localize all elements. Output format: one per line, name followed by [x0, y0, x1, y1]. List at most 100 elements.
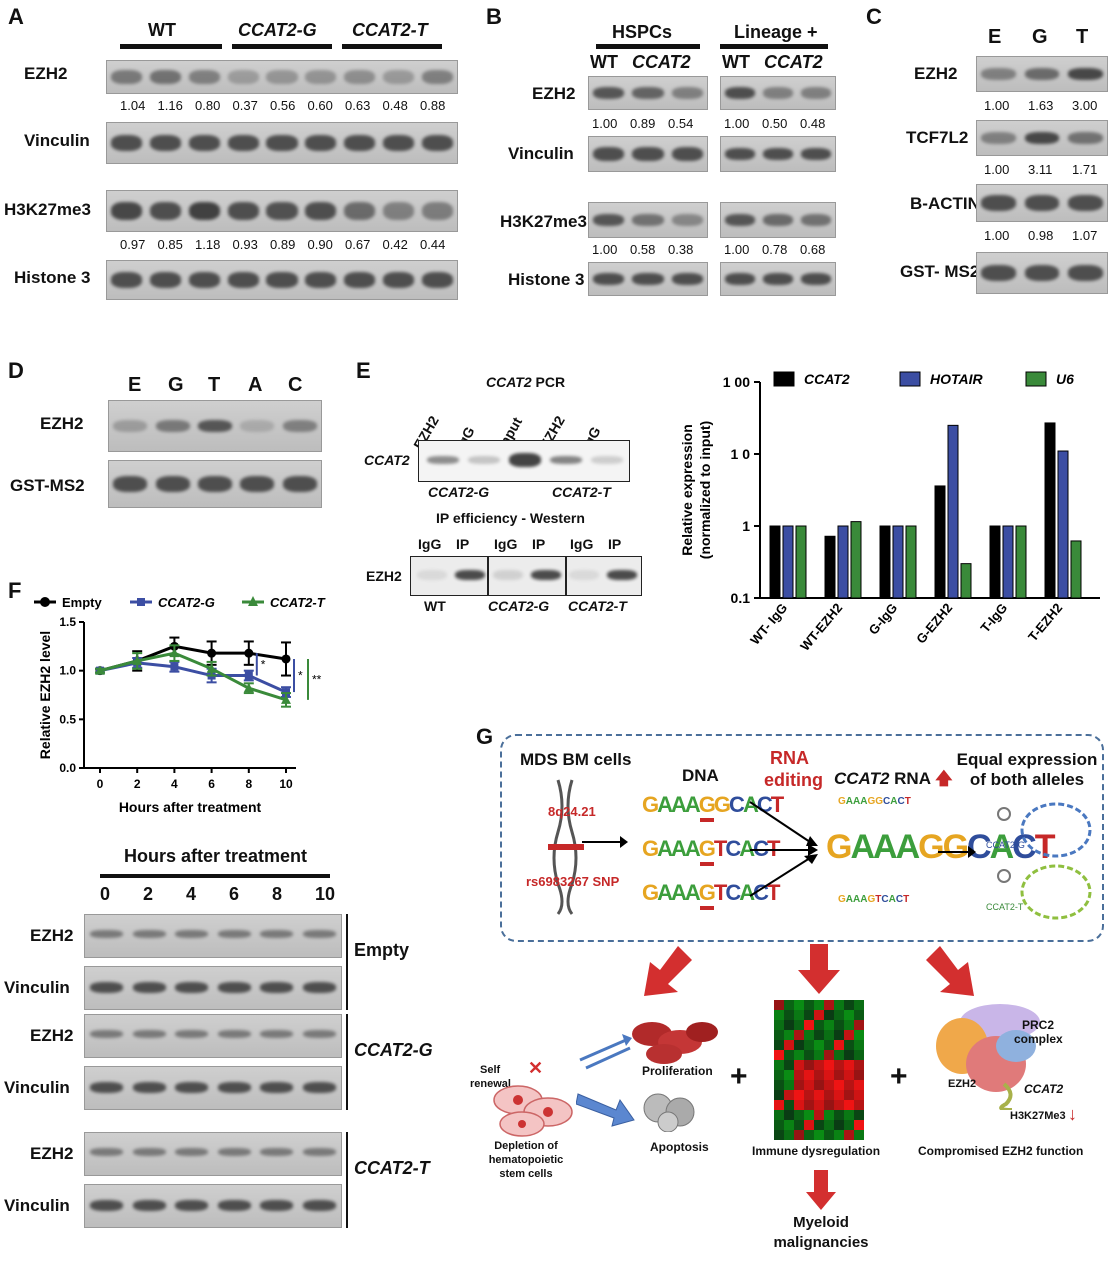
quant-value: 0.89 [630, 116, 656, 131]
series-line-0 [99, 644, 287, 673]
lane-label: T [1076, 26, 1089, 48]
blot-band [724, 87, 756, 99]
blot-band [671, 147, 704, 161]
panel-a-group-wt: WT [148, 20, 176, 40]
bar-hotair [892, 525, 904, 599]
quant-value: 1.04 [120, 98, 146, 113]
blot-band [132, 1030, 166, 1038]
blot-vinculin [106, 122, 458, 164]
base-letter: A [860, 894, 868, 905]
timecourse-blot [84, 1014, 342, 1058]
rna-logo-main-seq: GAAAGGCACT [826, 828, 1055, 866]
blot-band [110, 272, 142, 288]
x-axis-label: Hours after treatment [119, 799, 262, 814]
blot-h3k-lin [720, 202, 836, 238]
bar-u6 [795, 525, 807, 599]
blot-band [132, 1148, 166, 1156]
panel-f-label: F [8, 578, 22, 603]
heatmap-cell [784, 1020, 794, 1030]
arrow-icon [938, 846, 976, 858]
blot-band [113, 476, 148, 492]
quant-value: 1.00 [984, 162, 1010, 177]
hour-label: 6 [229, 884, 240, 904]
heatmap-cell [784, 1110, 794, 1120]
blot-band [90, 1030, 123, 1038]
allele-g-label: CCAT2-G [986, 840, 1025, 850]
heatmap-cell [844, 1020, 854, 1030]
blot-band [762, 87, 794, 99]
quant-value: 1.00 [984, 98, 1010, 113]
base-letter: A [657, 880, 673, 905]
quant-value: 0.97 [120, 237, 146, 252]
quant-value: 0.93 [232, 237, 258, 252]
downstream-arrows [644, 944, 974, 996]
base-letter: G [875, 796, 884, 807]
blot-band [383, 202, 415, 220]
blot-band [198, 476, 232, 492]
blot-band [155, 476, 190, 492]
ip-band [493, 570, 523, 580]
y-axis-label: Relative expression [679, 424, 695, 556]
heatmap-cell [774, 1110, 784, 1120]
base-letter: A [888, 894, 896, 905]
base-letter: A [853, 796, 861, 807]
bar-ccat2 [824, 535, 836, 599]
proliferation-cells-icon [632, 1022, 718, 1064]
heatmap-cell [784, 1090, 794, 1100]
heatmap-cell [834, 1120, 844, 1130]
blot-band [671, 273, 704, 285]
heatmap-cell [774, 1020, 784, 1030]
panel-g-label: G [476, 724, 494, 749]
row-label-vinculin: Vinculin [24, 131, 90, 150]
snp-marker [700, 818, 714, 822]
blot-histone3 [106, 260, 458, 300]
apoptosis-cells-icon [643, 1093, 695, 1132]
blot-band [632, 214, 664, 226]
group-label: Empty [354, 940, 410, 960]
heatmap-cell [824, 1130, 834, 1140]
row-label-h3k27me3: H3K27me3 [4, 200, 91, 219]
heatmap-cell [814, 1080, 824, 1090]
heatmap-cell [794, 1130, 804, 1140]
blot-band [344, 202, 376, 220]
quant-value: 3.11 [1028, 162, 1053, 177]
legend-marker [248, 596, 258, 606]
x-tick-label: T-EZH2 [1025, 600, 1065, 644]
base-letter: C [725, 880, 741, 905]
base-letter: G [867, 894, 876, 905]
blot-ezh2 [106, 60, 458, 94]
lane-divider [565, 557, 567, 595]
bar-hotair [782, 525, 794, 599]
heatmap-cell [794, 1050, 804, 1060]
blot-histone3-hspc [588, 262, 708, 296]
y-tick-label: 1 [742, 518, 750, 534]
legend-label: HOTAIR [930, 371, 984, 387]
blot-band [260, 982, 294, 993]
immune-label: Immune dysregulation [752, 1144, 881, 1158]
blot-band [671, 214, 704, 226]
blot-band [800, 148, 832, 160]
timecourse-blot [84, 966, 342, 1010]
prc2-complex-icon [936, 1004, 1040, 1110]
blot-band [344, 272, 376, 288]
heatmap-cell [774, 1010, 784, 1020]
quant-value: 0.63 [345, 98, 371, 113]
row-label-h3k27me3: H3K27me3 [500, 212, 587, 231]
blot-band [422, 272, 454, 288]
blot-band [188, 272, 220, 288]
ip-lane: IP [532, 536, 546, 552]
quant-value: 1.00 [984, 228, 1010, 243]
row-label-gst-ms2: GST- MS2 [900, 262, 980, 281]
heatmap-cell [844, 1070, 854, 1080]
ezh2-label: EZH2 [948, 1078, 977, 1090]
base-letter: T [713, 880, 728, 905]
pcr-band [468, 456, 500, 464]
bar-ccat2 [934, 485, 946, 599]
blot-band [800, 87, 832, 99]
group-label: CCAT2-G [354, 1040, 433, 1060]
ip-title: IP efficiency - Western [436, 510, 585, 526]
blot-band [592, 273, 625, 285]
x-tick-label: T-IgG [977, 600, 1010, 635]
blot-band [110, 202, 142, 220]
heatmap-cell [774, 1030, 784, 1040]
